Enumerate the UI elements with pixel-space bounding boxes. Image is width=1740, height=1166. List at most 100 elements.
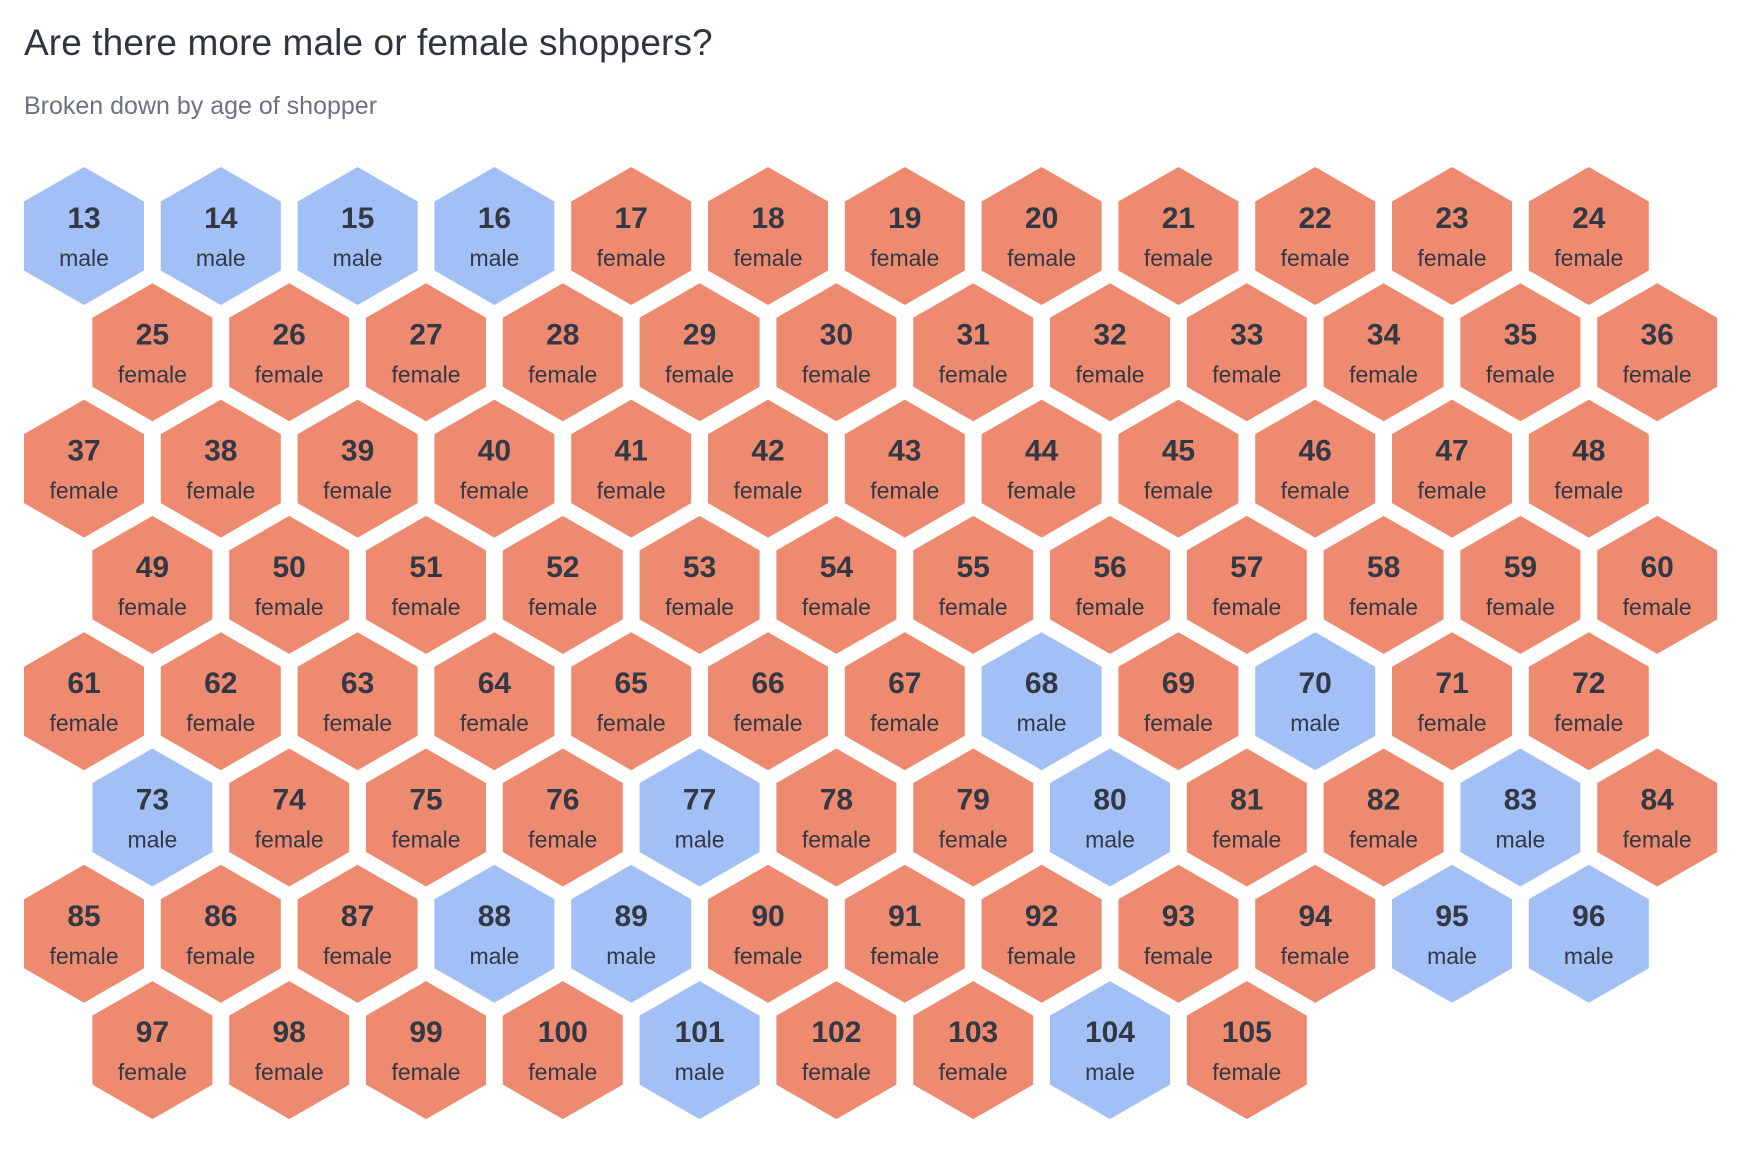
hex-cell-97: 97 female	[92, 981, 213, 1120]
hex-gender-label: female	[802, 594, 871, 620]
hex-cell-66: 66 female	[708, 632, 828, 771]
hex-age-label: 50	[273, 551, 306, 584]
hex-age-label: 101	[675, 1016, 725, 1049]
hex-age-label: 44	[1025, 435, 1059, 468]
hex-male	[1255, 632, 1376, 771]
hex-gender-label: male	[59, 245, 109, 271]
hex-age-label: 36	[1641, 318, 1674, 351]
hex-age-label: 17	[615, 202, 648, 235]
hex-age-label: 42	[751, 435, 784, 468]
hex-gender-label: male	[333, 245, 383, 271]
hex-gender-label: female	[1281, 943, 1350, 969]
hex-age-label: 20	[1025, 202, 1058, 235]
hex-gender-label: male	[196, 245, 246, 271]
hex-age-label: 57	[1230, 551, 1263, 584]
hex-gender-label: female	[1281, 245, 1350, 271]
hex-female	[297, 632, 418, 771]
hex-gender-label: male	[675, 1059, 725, 1085]
hex-female	[1597, 283, 1718, 422]
hex-cell-18: 18 female	[708, 167, 828, 305]
hex-female	[1528, 167, 1649, 305]
hex-female	[1392, 399, 1512, 538]
hex-cell-105: 105 female	[1186, 981, 1307, 1120]
hex-cell-35: 35 female	[1460, 283, 1581, 422]
hex-female	[24, 632, 144, 771]
hex-female	[1392, 167, 1512, 305]
hex-age-label: 102	[811, 1016, 861, 1049]
hex-cell-30: 30 female	[776, 283, 897, 422]
hex-gender-label: female	[528, 827, 597, 853]
hex-age-label: 41	[615, 435, 648, 468]
hex-female	[502, 748, 623, 887]
hex-female	[844, 167, 965, 305]
hex-female	[913, 515, 1034, 654]
hex-male	[434, 864, 555, 1003]
hex-male	[1528, 864, 1649, 1003]
hex-gender-label: female	[255, 361, 324, 387]
hex-age-label: 26	[273, 318, 306, 351]
hex-female	[708, 167, 828, 305]
hex-age-label: 49	[136, 551, 169, 584]
hex-age-label: 31	[957, 318, 990, 351]
hex-gender-label: female	[597, 478, 666, 504]
hex-age-label: 15	[341, 202, 374, 235]
hex-age-label: 13	[67, 202, 100, 235]
hex-age-label: 73	[136, 784, 169, 817]
hex-female	[913, 981, 1034, 1120]
hex-female	[571, 167, 692, 305]
hex-female	[1323, 515, 1444, 654]
hex-gender-label: female	[323, 943, 392, 969]
hex-age-label: 28	[546, 318, 579, 351]
hex-gender-label: female	[460, 710, 529, 736]
hex-gender-label: female	[939, 1059, 1008, 1085]
hex-female	[1323, 748, 1444, 887]
hex-gender-label: male	[1085, 1059, 1135, 1085]
hex-cell-94: 94 female	[1255, 864, 1376, 1003]
hex-age-label: 70	[1299, 667, 1332, 700]
hex-cell-98: 98 female	[229, 981, 350, 1120]
hex-cell-75: 75 female	[366, 748, 486, 887]
hex-age-label: 52	[546, 551, 579, 584]
hex-gender-label: male	[1564, 943, 1614, 969]
hex-cell-60: 60 female	[1597, 515, 1718, 654]
hex-gender-label: female	[939, 594, 1008, 620]
hex-cell-53: 53 female	[639, 515, 760, 654]
hex-female	[160, 864, 281, 1003]
hex-cell-96: 96 male	[1528, 864, 1649, 1003]
hex-gender-label: female	[1623, 361, 1692, 387]
hex-cell-25: 25 female	[92, 283, 213, 422]
hex-cell-58: 58 female	[1323, 515, 1444, 654]
hex-age-label: 74	[273, 784, 307, 817]
hex-gender-label: female	[391, 594, 460, 620]
hex-gender-label: female	[1144, 710, 1213, 736]
hex-cell-88: 88 male	[434, 864, 555, 1003]
hex-cell-20: 20 female	[981, 167, 1102, 305]
hex-female	[844, 864, 965, 1003]
hex-age-label: 104	[1085, 1016, 1135, 1049]
hex-age-label: 22	[1299, 202, 1332, 235]
hex-age-label: 77	[683, 784, 716, 817]
hex-gender-label: male	[675, 827, 725, 853]
hex-gender-label: female	[255, 594, 324, 620]
hex-gender-label: female	[255, 827, 324, 853]
hex-age-label: 84	[1641, 784, 1675, 817]
hex-gender-label: male	[1017, 710, 1067, 736]
hex-gender-label: female	[49, 710, 118, 736]
hex-female	[776, 748, 897, 887]
hex-female	[160, 399, 281, 538]
hex-gender-label: female	[1486, 594, 1555, 620]
hex-female	[24, 864, 144, 1003]
hex-cell-32: 32 female	[1050, 283, 1170, 422]
hex-female	[297, 864, 418, 1003]
hex-gender-label: female	[1144, 245, 1213, 271]
hex-cell-39: 39 female	[297, 399, 418, 538]
hex-cell-92: 92 female	[981, 864, 1102, 1003]
hex-age-label: 23	[1435, 202, 1468, 235]
hex-female	[366, 283, 486, 422]
hex-cell-77: 77 male	[639, 748, 760, 887]
hex-female	[776, 981, 897, 1120]
hex-gender-label: female	[1144, 943, 1213, 969]
hex-female	[92, 515, 213, 654]
hex-cell-45: 45 female	[1118, 399, 1239, 538]
hex-age-label: 79	[957, 784, 990, 817]
